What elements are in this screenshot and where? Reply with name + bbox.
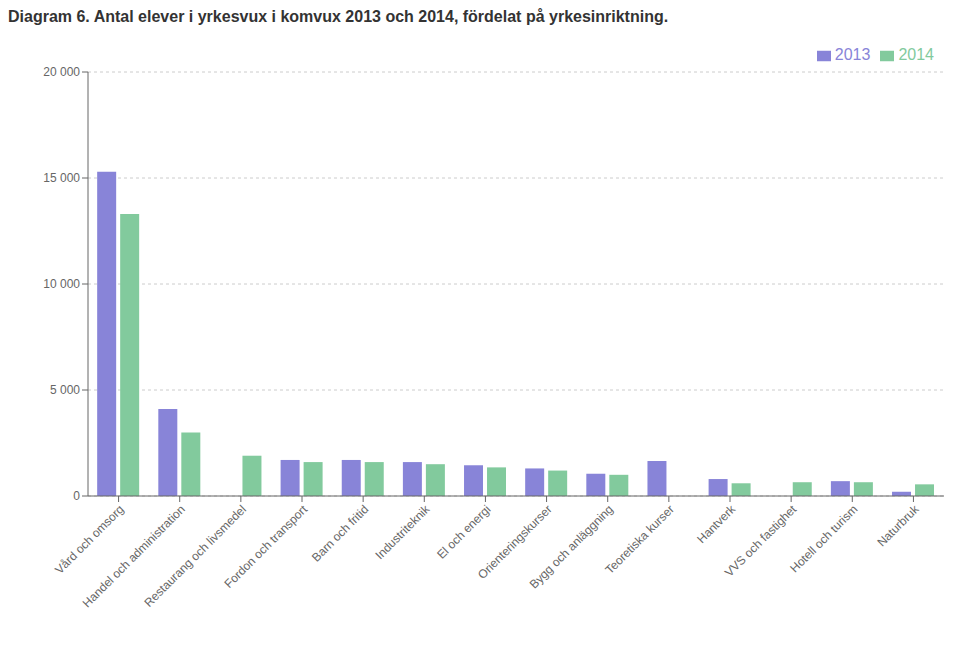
svg-text:Vård och omsorg: Vård och omsorg bbox=[52, 502, 127, 577]
svg-text:20 000: 20 000 bbox=[43, 65, 80, 79]
svg-text:0: 0 bbox=[73, 489, 80, 503]
svg-text:Hotell och turism: Hotell och turism bbox=[787, 502, 860, 575]
svg-text:Orienteringskurser: Orienteringskurser bbox=[475, 502, 555, 582]
svg-text:Barn och fritid: Barn och fritid bbox=[309, 502, 371, 564]
svg-text:Fordon och transport: Fordon och transport bbox=[221, 502, 310, 591]
svg-text:5 000: 5 000 bbox=[50, 383, 80, 397]
svg-text:Handel och administration: Handel och administration bbox=[80, 502, 188, 610]
svg-text:10 000: 10 000 bbox=[43, 277, 80, 291]
svg-text:El och energi: El och energi bbox=[434, 502, 493, 561]
html-text:2013: 2013 bbox=[834, 46, 871, 63]
html-text:Diagram 6. Antal elever i yrke: Diagram 6. Antal elever i yrkesvux i kom… bbox=[8, 8, 669, 25]
svg-text:Bygg och anläggning: Bygg och anläggning bbox=[527, 502, 616, 591]
html-text:2014: 2014 bbox=[898, 46, 934, 63]
svg-text:Naturbruk: Naturbruk bbox=[874, 502, 922, 550]
svg-text:Hantverk: Hantverk bbox=[694, 502, 739, 547]
svg-text:Restaurang och livsmedel: Restaurang och livsmedel bbox=[141, 502, 249, 610]
svg-text:Industriteknik: Industriteknik bbox=[373, 502, 434, 563]
svg-text:Teoretiska kurser: Teoretiska kurser bbox=[602, 502, 677, 577]
svg-text:VVS och fastighet: VVS och fastighet bbox=[722, 502, 800, 580]
svg-text:15 000: 15 000 bbox=[43, 171, 80, 185]
